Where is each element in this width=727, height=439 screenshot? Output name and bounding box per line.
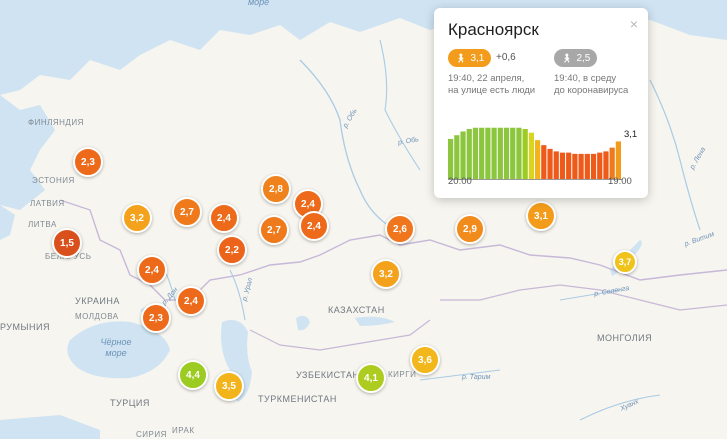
city-marker[interactable]: 3,2: [371, 259, 401, 289]
pre-covid-index-value: 2,5: [576, 52, 591, 64]
hourly-bar: [597, 152, 603, 180]
hourly-bar: [553, 151, 559, 180]
label-finland: ФИНЛЯНДИЯ: [28, 118, 84, 127]
pre-covid-desc-line1: 19:40, в среду: [554, 73, 617, 84]
hourly-bar: [479, 127, 485, 180]
hourly-bar: [510, 127, 516, 180]
city-marker[interactable]: 2,4: [176, 286, 206, 316]
city-marker[interactable]: 2,4: [137, 255, 167, 285]
hourly-bar: [615, 141, 621, 180]
label-romania: РУМЫНИЯ: [0, 322, 50, 332]
hourly-bar: [541, 145, 547, 180]
hourly-bar: [528, 132, 534, 180]
current-desc-line2: на улице есть люди: [448, 85, 536, 96]
label-syria: СИРИЯ: [136, 430, 167, 439]
label-mongolia: МОНГОЛИЯ: [597, 333, 653, 343]
hourly-bar: [485, 127, 491, 180]
label-turkey: ТУРЦИЯ: [110, 398, 150, 408]
hourly-bar: [497, 127, 503, 180]
current-index-value: 3,1: [470, 52, 485, 64]
hourly-bar: [584, 153, 590, 180]
hourly-bar: [454, 135, 460, 180]
hourly-bar: [572, 153, 578, 180]
label-top-sea: море: [248, 0, 270, 7]
person-icon: 🚶︎: [561, 52, 573, 63]
label-estonia: ЭСТОНИЯ: [32, 176, 75, 185]
close-icon[interactable]: ×: [629, 16, 638, 32]
pre-covid-desc-line2: до коронавируса: [554, 85, 629, 96]
hourly-bar: [448, 138, 454, 180]
hourly-bar: [609, 147, 615, 180]
label-kazakhstan: КАЗАХСТАН: [328, 305, 385, 315]
city-marker[interactable]: 3,5: [214, 371, 244, 401]
label-river-tarim: р. Тарим: [462, 374, 491, 381]
city-marker[interactable]: 4,1: [356, 363, 386, 393]
hourly-bar: [516, 127, 522, 180]
hourly-bar: [559, 152, 566, 180]
pre-covid-desc: 19:40, в среду до коронавируса: [554, 73, 628, 97]
chart-x-start-label: 20:00: [448, 176, 472, 187]
city-marker[interactable]: 1,5: [52, 228, 82, 258]
label-ukraine: УКРАИНА: [75, 296, 120, 306]
city-marker[interactable]: 2,4: [209, 203, 239, 233]
city-marker[interactable]: 3,1: [526, 201, 556, 231]
current-desc-line1: 19:40, 22 апреля,: [448, 73, 525, 84]
person-icon: 🚶︎: [455, 52, 467, 63]
last-bar-value: 3,1: [624, 129, 638, 140]
hourly-bar: [566, 152, 572, 180]
label-uzbekistan: УЗБЕКИСТАН: [296, 370, 360, 380]
hourly-bar: [522, 128, 528, 180]
hourly-bar-chart: [448, 127, 622, 180]
city-marker[interactable]: 2,3: [73, 147, 103, 177]
city-popup: Красноярск × 🚶︎ 3,1 +0,6 🚶︎ 2,5 19:40, 2…: [434, 8, 648, 198]
city-marker[interactable]: 2,7: [172, 197, 202, 227]
city-marker[interactable]: 2,3: [141, 303, 171, 333]
hourly-bar: [578, 153, 584, 180]
label-turkmenistan: ТУРКМЕНИСТАН: [258, 394, 337, 404]
city-marker[interactable]: 2,8: [261, 174, 291, 204]
city-marker[interactable]: 2,4: [299, 211, 329, 241]
label-iraq: ИРАК: [172, 426, 195, 435]
popup-city-title: Красноярск: [448, 20, 539, 39]
city-marker[interactable]: 3,6: [410, 345, 440, 375]
hourly-bar: [460, 131, 466, 180]
hourly-bar: [603, 151, 609, 180]
hourly-bar: [491, 127, 497, 180]
city-marker[interactable]: 2,6: [385, 214, 415, 244]
label-black-sea: Чёрное море: [100, 337, 132, 358]
current-index-badge: 🚶︎ 3,1: [448, 49, 492, 67]
city-marker[interactable]: 3,7: [613, 250, 637, 274]
city-marker[interactable]: 4,4: [178, 360, 208, 390]
current-desc: 19:40, 22 апреля, на улице есть люди: [448, 73, 535, 97]
city-marker[interactable]: 2,7: [259, 215, 289, 245]
chart-x-end-label: 19:00: [608, 176, 632, 187]
city-marker[interactable]: 3,2: [122, 203, 152, 233]
hourly-bar: [466, 128, 472, 180]
hourly-bar: [590, 153, 597, 180]
label-lithuania: ЛИТВА: [28, 220, 57, 229]
hourly-bar: [547, 148, 553, 180]
pre-covid-index-badge: 🚶︎ 2,5: [554, 49, 598, 67]
hourly-bar: [535, 140, 541, 180]
label-moldova: МОЛДОВА: [75, 312, 119, 321]
hourly-bar: [503, 127, 510, 180]
city-marker[interactable]: 2,9: [455, 214, 485, 244]
city-marker[interactable]: 2,2: [217, 235, 247, 265]
index-delta: +0,6: [496, 52, 516, 63]
hourly-bar: [472, 127, 479, 180]
label-latvia: ЛАТВИЯ: [30, 199, 65, 208]
label-kyrgyzstan: КИРГИ: [388, 370, 417, 379]
